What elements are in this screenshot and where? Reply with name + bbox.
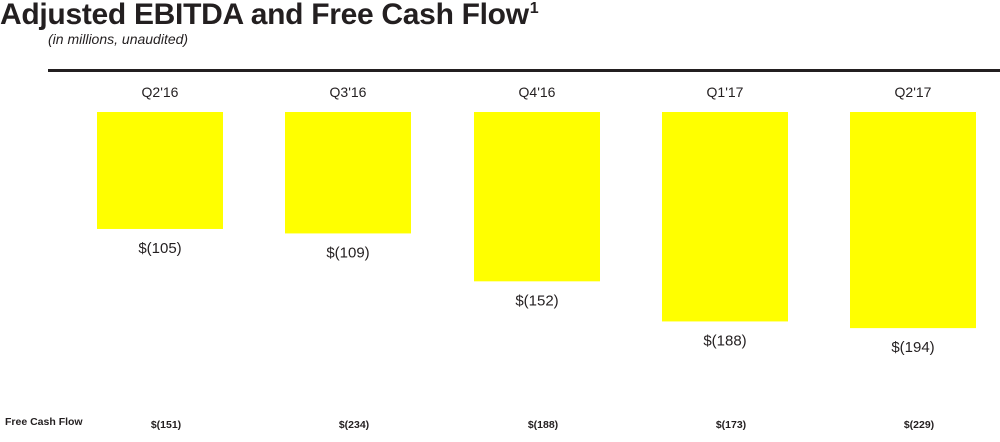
ebitda-value-label: $(105) — [138, 240, 181, 257]
free-cash-flow-row-label: Free Cash Flow — [5, 416, 83, 428]
free-cash-flow-value: $(188) — [528, 419, 558, 431]
free-cash-flow-value: $(234) — [339, 419, 369, 431]
ebitda-value-label: $(109) — [326, 244, 369, 261]
chart-subtitle: (in millions, unaudited) — [48, 31, 189, 47]
category-label: Q1'17 — [707, 84, 744, 100]
ebitda-bar — [474, 112, 600, 282]
category-label: Q2'16 — [142, 84, 179, 100]
free-cash-flow-value: $(173) — [716, 419, 746, 431]
free-cash-flow-value: $(151) — [151, 419, 181, 431]
chart-title: Adjusted EBITDA and Free Cash Flow1 — [0, 0, 539, 32]
chart-title-text: Adjusted EBITDA and Free Cash Flow — [0, 0, 529, 31]
ebitda-bar — [285, 112, 411, 234]
ebitda-bar — [662, 112, 788, 322]
ebitda-value-label: $(194) — [891, 339, 934, 356]
title-footnote-marker: 1 — [529, 0, 539, 17]
category-label: Q3'16 — [330, 84, 367, 100]
ebitda-bar — [97, 112, 223, 229]
ebitda-bar — [850, 112, 976, 329]
ebitda-value-label: $(152) — [515, 292, 558, 309]
category-label: Q4'16 — [519, 84, 556, 100]
header-divider — [48, 69, 1000, 72]
category-label: Q2'17 — [895, 84, 932, 100]
ebitda-value-label: $(188) — [703, 332, 746, 349]
free-cash-flow-value: $(229) — [904, 419, 934, 431]
